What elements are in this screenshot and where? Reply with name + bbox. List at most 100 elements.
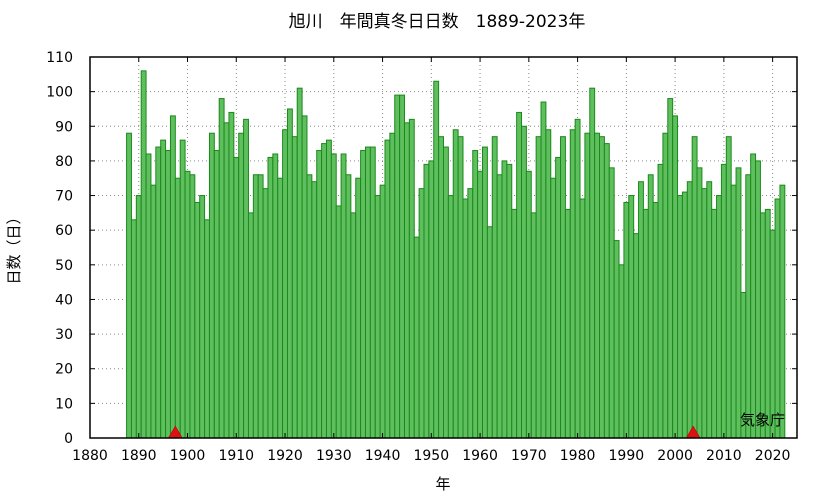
- bar: [491, 136, 498, 439]
- bar: [282, 129, 288, 439]
- bar: [218, 98, 225, 439]
- bar: [350, 212, 357, 439]
- x-tick-label: 1940: [365, 448, 401, 464]
- bar: [301, 115, 308, 439]
- bar: [691, 136, 698, 439]
- bar: [252, 174, 259, 439]
- bar: [555, 156, 562, 439]
- x-tick-label: 1990: [609, 448, 645, 464]
- y-tick-label: 10: [55, 396, 73, 412]
- bar: [677, 195, 683, 439]
- x-tick-label: 1890: [121, 448, 157, 464]
- bar: [335, 205, 342, 439]
- bar: [716, 195, 722, 439]
- bar: [701, 188, 708, 439]
- bar: [638, 181, 644, 439]
- bar: [672, 115, 679, 439]
- y-tick-label: 80: [55, 154, 73, 170]
- bar: [364, 146, 371, 439]
- bar: [228, 111, 235, 439]
- bar: [443, 146, 449, 439]
- bar: [750, 153, 757, 439]
- x-tick-label: 1980: [560, 448, 596, 464]
- bar: [140, 70, 147, 439]
- bar: [599, 136, 605, 439]
- bar: [579, 198, 586, 439]
- bar: [725, 136, 732, 439]
- bar: [389, 132, 396, 439]
- bar: [745, 174, 752, 439]
- y-axis-ticks: 0 10 20 30 40 50 60 70 80 90 100 110: [46, 50, 797, 447]
- bar: [486, 226, 493, 439]
- x-tick-label: 2020: [755, 448, 791, 464]
- bar: [296, 87, 303, 439]
- bar: [199, 195, 206, 439]
- bar: [482, 146, 488, 439]
- bar: [496, 174, 503, 439]
- bar: [403, 122, 410, 439]
- x-tick-label: 1900: [170, 448, 206, 464]
- bar: [194, 201, 201, 439]
- bar: [130, 219, 137, 439]
- x-tick-label: 1920: [267, 448, 303, 464]
- bar: [667, 98, 674, 439]
- bar: [243, 118, 249, 439]
- bar: [233, 156, 240, 439]
- bar: [711, 208, 718, 439]
- bar: [633, 233, 640, 439]
- source-label: 気象庁: [740, 411, 785, 429]
- bar: [457, 136, 464, 439]
- bar: [247, 212, 254, 439]
- bar: [686, 181, 693, 439]
- bars: [126, 70, 786, 439]
- bar: [267, 156, 274, 439]
- bar: [564, 208, 571, 439]
- bar: [720, 163, 727, 439]
- bar: [525, 170, 532, 439]
- bar: [447, 195, 454, 439]
- bar: [662, 132, 669, 439]
- y-tick-label: 50: [55, 258, 73, 274]
- bar: [204, 219, 210, 439]
- x-tick-label: 2000: [657, 448, 693, 464]
- bar: [189, 174, 196, 439]
- bar: [399, 94, 405, 439]
- bar: [540, 101, 547, 439]
- bar: [764, 208, 771, 439]
- y-tick-label: 60: [55, 223, 73, 239]
- bar: [438, 136, 445, 439]
- bar: [325, 139, 332, 439]
- bar: [311, 181, 318, 439]
- bar: [560, 136, 566, 439]
- bar: [179, 139, 186, 439]
- bar: [316, 150, 323, 439]
- bar: [413, 236, 420, 439]
- bar: [521, 125, 527, 439]
- bar: [345, 174, 352, 439]
- y-tick-label: 40: [55, 292, 73, 308]
- bar: [535, 136, 542, 439]
- y-tick-label: 20: [55, 362, 73, 378]
- bar: [360, 150, 366, 439]
- y-tick-label: 0: [64, 431, 73, 447]
- bar: [184, 170, 191, 439]
- y-tick-label: 30: [55, 327, 73, 343]
- x-axis-ticks: 1880 1890 1900 1910 1920 1930 1940 1950 1960 1970…: [72, 57, 790, 464]
- bar: [277, 177, 284, 439]
- bar: [647, 174, 654, 439]
- bar: [155, 146, 162, 439]
- bar: [160, 139, 167, 439]
- bar: [394, 94, 401, 439]
- bar: [735, 167, 742, 439]
- bar: [779, 184, 786, 439]
- bar: [589, 87, 596, 439]
- bar: [574, 118, 581, 439]
- bar: [628, 195, 635, 439]
- y-tick-label: 110: [46, 50, 73, 66]
- x-tick-label: 1970: [511, 448, 547, 464]
- bar: [374, 195, 381, 439]
- bar: [501, 160, 508, 439]
- plot-frame: [89, 56, 798, 439]
- bar: [165, 150, 171, 439]
- bar: [516, 111, 523, 439]
